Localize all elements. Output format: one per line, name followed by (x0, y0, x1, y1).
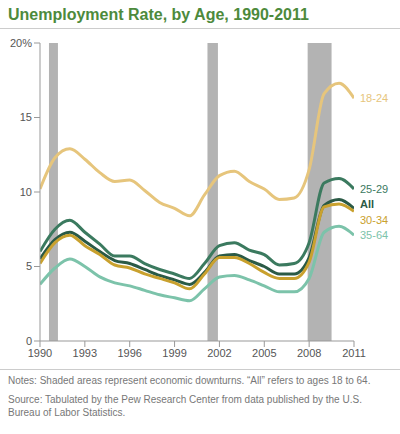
svg-text:1996: 1996 (117, 347, 141, 359)
svg-text:All: All (360, 198, 374, 210)
html-text:Notes: Shaded areas represent: Notes: Shaded areas represent economic d… (8, 375, 371, 386)
svg-text:18-24: 18-24 (360, 92, 388, 104)
svg-text:15: 15 (20, 111, 32, 123)
svg-text:1990: 1990 (28, 347, 52, 359)
svg-text:35-64: 35-64 (360, 229, 388, 241)
svg-text:30-34: 30-34 (360, 214, 388, 226)
svg-text:0: 0 (26, 335, 32, 347)
svg-text:2011: 2011 (342, 347, 366, 359)
html-text:Unemployment Rate, by Age, 199: Unemployment Rate, by Age, 1990-2011 (8, 6, 309, 23)
svg-text:2002: 2002 (207, 347, 231, 359)
svg-text:20%: 20% (10, 37, 32, 49)
svg-text:10: 10 (20, 186, 32, 198)
svg-text:2008: 2008 (297, 347, 321, 359)
svg-text:25-29: 25-29 (360, 183, 388, 195)
html-text:Source: Tabulated by the Pew R: Source: Tabulated by the Pew Research Ce… (8, 394, 362, 418)
svg-text:1999: 1999 (162, 347, 186, 359)
svg-text:2005: 2005 (252, 347, 276, 359)
svg-text:1993: 1993 (73, 347, 97, 359)
svg-text:5: 5 (26, 260, 32, 272)
